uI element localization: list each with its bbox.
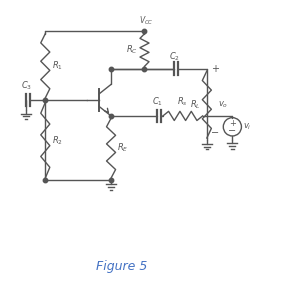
Text: +: + <box>211 64 219 74</box>
Text: $R_s$: $R_s$ <box>177 95 188 108</box>
Text: $R_E$: $R_E$ <box>117 142 129 154</box>
Text: +: + <box>229 119 236 128</box>
Text: $v_o$: $v_o$ <box>218 99 229 110</box>
Text: $C_3$: $C_3$ <box>21 80 32 92</box>
Text: $v_i$: $v_i$ <box>243 121 252 132</box>
Text: $R_L$: $R_L$ <box>190 98 201 111</box>
Text: $C_2$: $C_2$ <box>169 51 180 63</box>
Text: $C_1$: $C_1$ <box>152 95 163 108</box>
Text: −: − <box>211 128 219 138</box>
Text: $R_1$: $R_1$ <box>51 60 62 72</box>
Text: $R_2$: $R_2$ <box>51 134 62 147</box>
Text: $V_{CC}$: $V_{CC}$ <box>139 15 153 27</box>
Text: $R_C$: $R_C$ <box>126 44 138 56</box>
Text: −: − <box>228 126 236 136</box>
Text: Figure 5: Figure 5 <box>96 260 147 273</box>
